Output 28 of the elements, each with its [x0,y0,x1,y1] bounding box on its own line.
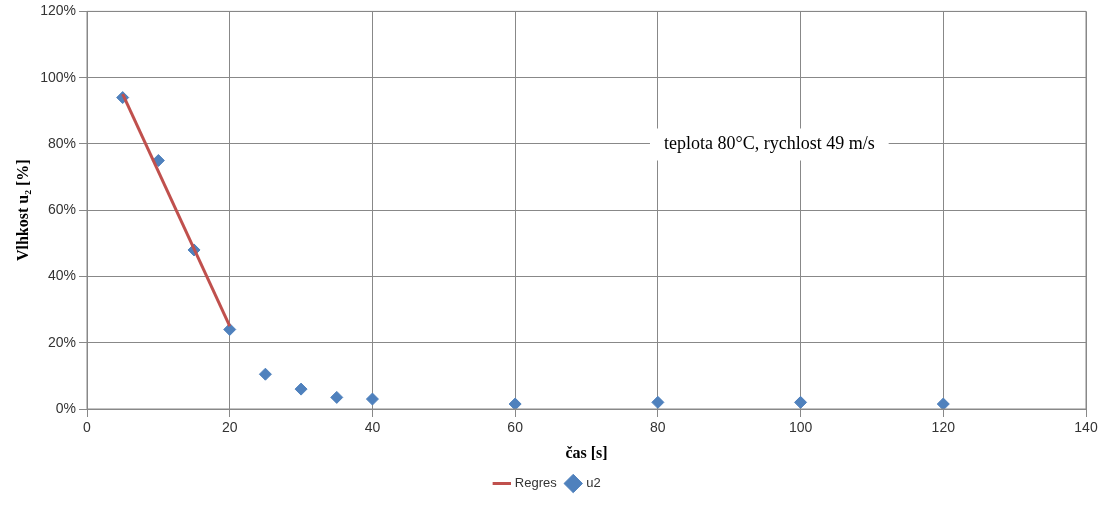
point [651,395,665,409]
x-tick-label: 0 [83,419,92,436]
annotation: teplota 80°C, rychlost 49 m/s [663,133,875,154]
y-tick-label: 60% [47,201,77,218]
point [936,397,950,409]
x-tick-label: 100 [788,419,813,436]
y-tick-label: 80% [47,134,77,151]
point [258,367,272,381]
point [365,392,379,406]
y-tick-label: 20% [47,333,77,350]
x-tick-label: 40 [364,419,381,436]
y-tick-label: 120% [40,2,77,19]
y-axis-title: Vlhkost u₂ [%] [13,159,31,262]
x-tick-label: 120 [931,419,956,436]
point [330,390,344,404]
x-tick-label: 20 [221,419,238,436]
y-tick-label: 100% [40,68,77,85]
legend-label: Regres [514,475,558,491]
x-tick-label: 80 [650,419,666,436]
y-tick-label: 40% [47,267,77,284]
x-axis-title: čas [s] [565,443,608,461]
point [508,397,522,409]
legend-label: u2 [586,475,601,491]
point [294,382,308,396]
point [794,395,808,409]
y-tick-label: 0% [55,399,77,416]
x-tick-label: 140 [1074,419,1098,436]
x-tick-label: 60 [507,419,524,436]
